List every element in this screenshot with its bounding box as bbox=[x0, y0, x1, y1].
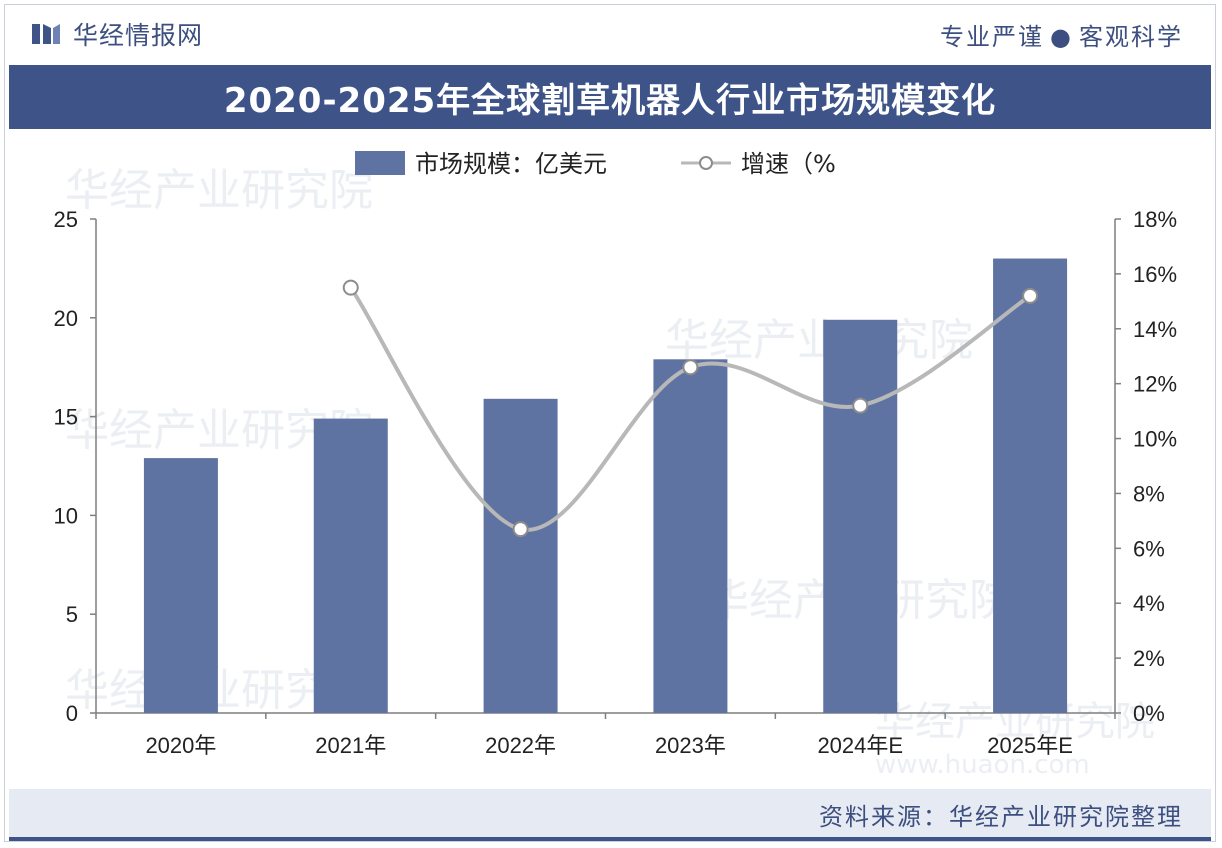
left-tick-label: 5 bbox=[66, 602, 78, 627]
left-tick-label: 0 bbox=[66, 701, 78, 726]
title-bar: 2020-2025年全球割草机器人行业市场规模变化 bbox=[9, 65, 1211, 129]
left-tick-label: 20 bbox=[54, 306, 78, 331]
bottom-rule bbox=[9, 837, 1211, 841]
growth-point bbox=[1022, 287, 1039, 304]
bar bbox=[653, 359, 728, 713]
right-tick-label: 0% bbox=[1133, 701, 1165, 726]
brand: 华经情报网 bbox=[31, 16, 203, 52]
x-tick-label: 2025年E bbox=[987, 733, 1073, 758]
legend-line-marker bbox=[699, 156, 713, 170]
bar bbox=[993, 258, 1068, 713]
bar bbox=[483, 398, 558, 713]
watermark-text: 华经产业研究院 bbox=[65, 165, 373, 216]
right-tick-label: 8% bbox=[1133, 481, 1165, 506]
bar bbox=[143, 458, 218, 713]
right-tick-label: 6% bbox=[1133, 536, 1165, 561]
footer-bar: 资料来源：华经产业研究院整理 bbox=[9, 789, 1211, 837]
slogan-right: 客观科学 bbox=[1079, 22, 1183, 51]
right-tick-label: 4% bbox=[1133, 591, 1165, 616]
watermark-url: www.huaon.com bbox=[875, 750, 1090, 780]
slogan: 专业严谨 ● 客观科学 bbox=[940, 17, 1183, 52]
slogan-left: 专业严谨 bbox=[940, 22, 1045, 51]
bar bbox=[313, 418, 388, 713]
right-tick-label: 10% bbox=[1133, 427, 1177, 452]
right-tick-label: 18% bbox=[1133, 207, 1177, 232]
x-tick-label: 2022年 bbox=[485, 733, 556, 758]
slogan-dot: ● bbox=[1050, 22, 1073, 51]
legend-bar-swatch bbox=[355, 151, 405, 175]
growth-point bbox=[682, 359, 699, 376]
right-tick-label: 2% bbox=[1133, 646, 1165, 671]
left-tick-label: 10 bbox=[54, 503, 78, 528]
growth-line bbox=[349, 286, 1032, 532]
brand-name: 华经情报网 bbox=[73, 21, 204, 50]
growth-point bbox=[852, 397, 869, 414]
x-tick-label: 2024年E bbox=[817, 733, 903, 758]
top-bar: 华经情报网 专业严谨 ● 客观科学 bbox=[5, 5, 1215, 63]
source-note: 资料来源：华经产业研究院整理 bbox=[819, 803, 1183, 831]
bar bbox=[823, 319, 898, 713]
right-tick-label: 12% bbox=[1133, 372, 1177, 397]
x-tick-label: 2023年 bbox=[655, 733, 726, 758]
growth-point bbox=[342, 279, 359, 296]
chart-svg: 华经产业研究院华经产业研究院华经产业研究院华经产业研究院华经产业研究院华经产业研… bbox=[54, 150, 1178, 780]
growth-point bbox=[512, 521, 529, 538]
legend-bar-label: 市场规模：亿美元 bbox=[415, 150, 607, 178]
brand-logo-icon bbox=[32, 24, 60, 44]
chart-title: 2020-2025年全球割草机器人行业市场规模变化 bbox=[223, 80, 997, 121]
left-tick-label: 15 bbox=[54, 405, 78, 430]
legend-line-label: 增速（% bbox=[741, 150, 836, 178]
watermark-text: 华经产业研究院 bbox=[665, 315, 973, 366]
chart-frame: 华经情报网 专业严谨 ● 客观科学 2020-2025年全球割草机器人行业市场规模变… bbox=[4, 4, 1216, 842]
x-tick-label: 2020年 bbox=[145, 733, 216, 758]
left-tick-label: 25 bbox=[54, 207, 78, 232]
right-tick-label: 14% bbox=[1133, 317, 1177, 342]
right-tick-label: 16% bbox=[1133, 262, 1177, 287]
x-tick-label: 2021年 bbox=[315, 733, 386, 758]
